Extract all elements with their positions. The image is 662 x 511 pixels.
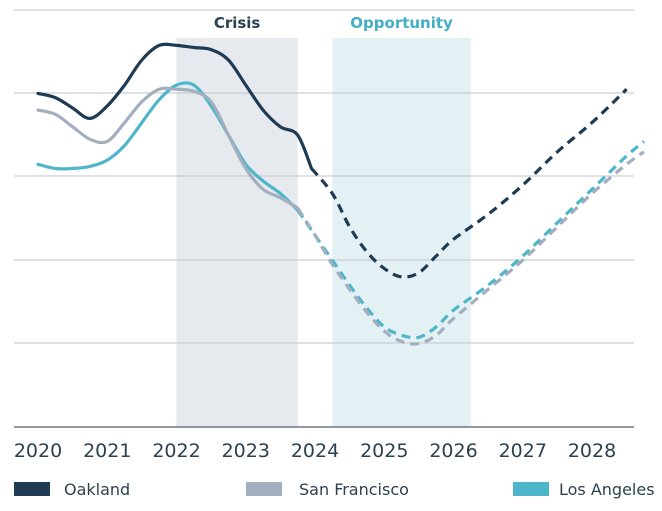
series-san-francisco-forecast-line	[296, 150, 645, 346]
x-tick-label: 2025	[360, 440, 408, 462]
band-opportunity	[332, 38, 471, 427]
period-labels: Crisis Opportunity	[214, 14, 453, 32]
legend-swatch-san-francisco	[246, 482, 282, 496]
series-los-angeles-forecast-line	[296, 140, 645, 340]
band-crisis	[176, 38, 298, 427]
x-tick-label: 2020	[14, 440, 62, 462]
x-tick-label: 2024	[291, 440, 339, 462]
x-tick-label: 2028	[568, 440, 616, 462]
gridlines	[14, 9, 634, 428]
x-tick-label: 2026	[429, 440, 477, 462]
series-lines	[36, 42, 645, 346]
x-tick-label: 2023	[222, 440, 270, 462]
series-los-angeles-actual-line	[36, 81, 300, 212]
legend-label-los-angeles: Los Angeles	[559, 480, 655, 499]
x-tick-label: 2021	[83, 440, 131, 462]
legend-swatch-los-angeles	[513, 482, 549, 496]
shaded-periods	[176, 38, 471, 427]
x-tick-label: 2022	[152, 440, 200, 462]
series-oakland-actual-line	[36, 42, 314, 171]
series-oakland-forecast-line	[310, 88, 628, 279]
band-label-crisis: Crisis	[214, 14, 261, 32]
legend-label-san-francisco: San Francisco	[299, 480, 409, 499]
x-tick-label: 2027	[499, 440, 547, 462]
legend-swatch-oakland	[14, 482, 50, 496]
legend: Oakland San Francisco Los Angeles	[14, 480, 655, 499]
band-label-opportunity: Opportunity	[350, 14, 453, 32]
legend-label-oakland: Oakland	[64, 480, 130, 499]
series-san-francisco-actual-line	[36, 86, 300, 210]
x-axis-tick-labels: 2020 2021 2022 2023 2024 2025 2026 2027 2028	[14, 440, 616, 462]
